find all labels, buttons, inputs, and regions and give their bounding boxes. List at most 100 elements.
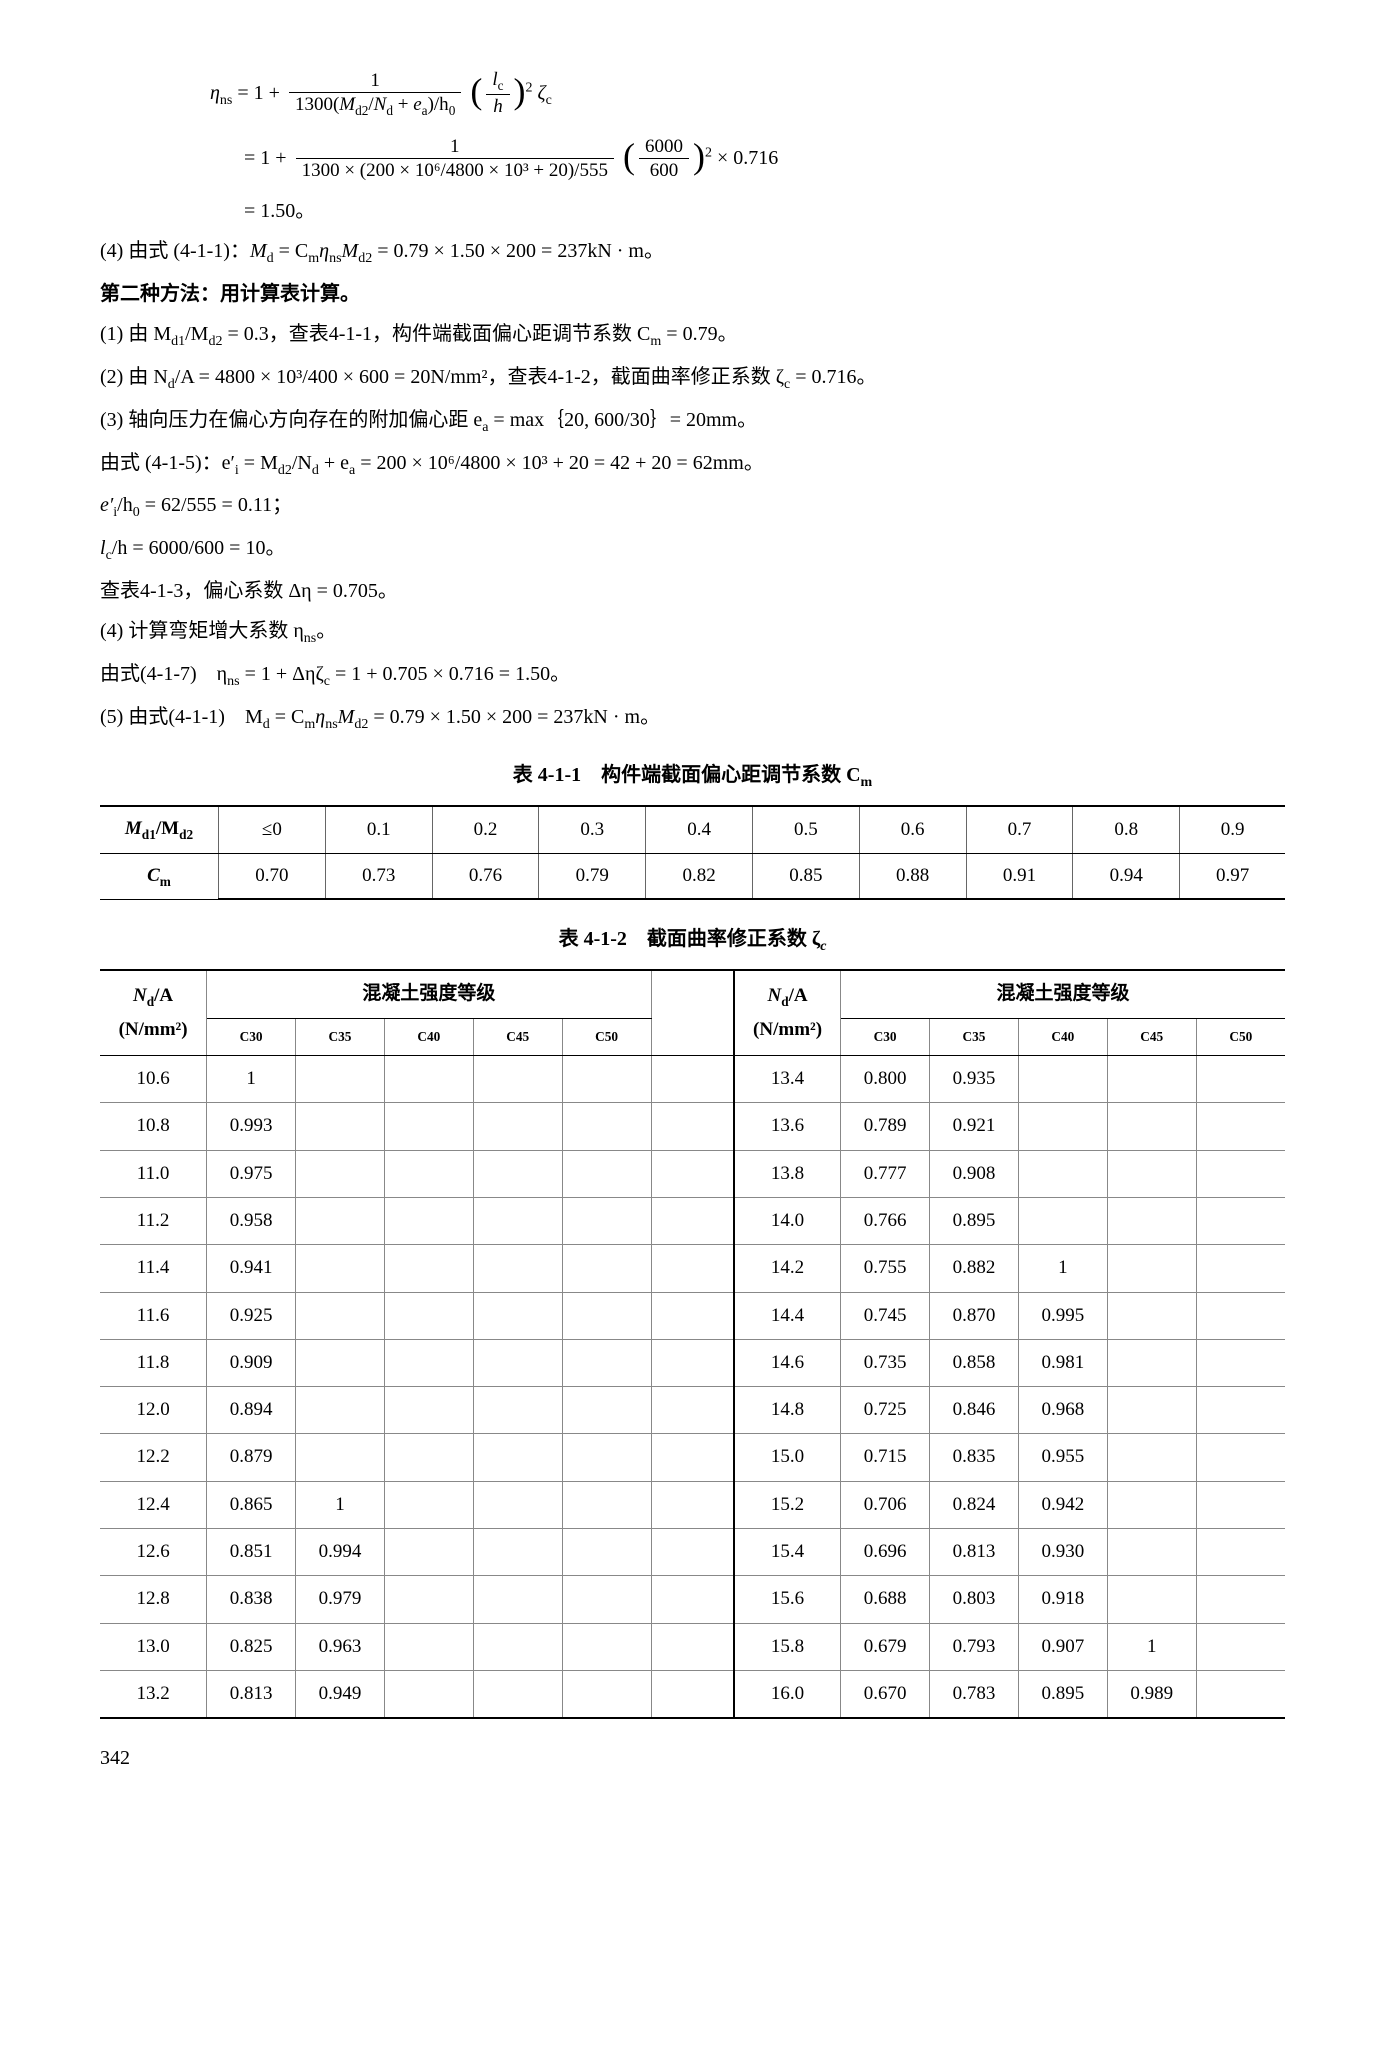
eta-sub: ns <box>220 93 232 108</box>
table-cell: 0.907 <box>1018 1623 1107 1670</box>
method-2-title: 第二种方法：用计算表计算。 <box>100 277 1285 311</box>
table-cell <box>562 1434 651 1481</box>
t1r1-asub: d1 <box>142 827 156 842</box>
fraction-lc-h: lc h <box>486 69 509 119</box>
table-cell: 0.813 <box>207 1670 296 1718</box>
step-4: (4) 由式 (4-1-1)：Md = CmηnsMd2 = 0.79 × 1.… <box>100 234 1285 271</box>
formula-line-3: = 1.50。 <box>244 194 1285 228</box>
table-cell <box>1196 1434 1285 1481</box>
s4-a: (4) 计算弯矩增大系数 η <box>100 620 304 642</box>
table-cell: 11.0 <box>100 1150 207 1197</box>
table-row: 13.00.8250.96315.80.6790.7930.9071 <box>100 1623 1285 1670</box>
t1-r2-1: 0.73 <box>325 853 432 899</box>
table-4-1-1: Md1/Md2 ≤0 0.1 0.2 0.3 0.4 0.5 0.6 0.7 0… <box>100 805 1285 900</box>
p4-m2sub: d2 <box>358 251 372 266</box>
table-cell <box>1018 1056 1107 1103</box>
rparen2: ) <box>693 136 705 176</box>
t1-r1-label: Md1/Md2 <box>100 806 219 853</box>
formula-eta-ns: ηns = 1 + 1 1300(Md2/Nd + ea)/h0 ( lc h … <box>210 64 1285 228</box>
t2-sc-l2: C40 <box>384 1018 473 1056</box>
table-cell: 0.745 <box>841 1292 930 1339</box>
table-cell <box>1196 1150 1285 1197</box>
table-cell: 0.879 <box>207 1434 296 1481</box>
f1d-close: )/h <box>428 94 449 115</box>
t2na-unit2: (N/mm²) <box>753 1019 822 1040</box>
table-cell: 0.942 <box>1018 1481 1107 1528</box>
table-cell <box>473 1103 562 1150</box>
t2-sc-r0: C30 <box>841 1018 930 1056</box>
t1r1-a: M <box>125 818 142 839</box>
table-row: 12.80.8380.97915.60.6880.8030.918 <box>100 1576 1285 1623</box>
table-cell: 0.949 <box>296 1670 385 1718</box>
t1-r1-8: 0.8 <box>1073 806 1180 853</box>
table-cell <box>296 1245 385 1292</box>
table-cell <box>1196 1670 1285 1718</box>
table-cell: 0.968 <box>1018 1387 1107 1434</box>
s5-cmsub: m <box>304 717 315 732</box>
t1-r2-9: 0.97 <box>1180 853 1285 899</box>
table-cell <box>651 1103 734 1150</box>
zeta: ζ <box>538 82 546 104</box>
table-cell <box>651 1245 734 1292</box>
table-cell <box>384 1670 473 1718</box>
table-cell <box>296 1434 385 1481</box>
table-cell <box>651 1576 734 1623</box>
sei-c: = 62/555 = 0.11； <box>140 494 292 516</box>
table-cell: 0.838 <box>207 1576 296 1623</box>
table-cell: 0.755 <box>841 1245 930 1292</box>
s5-c: = 0.79 × 1.50 × 200 = 237kN · m。 <box>368 706 660 728</box>
table-cell: 0.696 <box>841 1529 930 1576</box>
table-cell: 0.935 <box>930 1056 1019 1103</box>
seq-d: + e <box>319 452 349 474</box>
table-cell <box>1018 1150 1107 1197</box>
t1-r1-3: 0.3 <box>539 806 646 853</box>
table-cell: 0.706 <box>841 1481 930 1528</box>
l2-tail: × 0.716 <box>717 147 778 169</box>
t1-r2-4: 0.82 <box>646 853 753 899</box>
f1d-a: 1300( <box>295 94 339 115</box>
step-2-3: (3) 轴向压力在偏心方向存在的附加偏心距 ea = max｛20, 600/3… <box>100 403 1285 440</box>
p4-eta: η <box>319 240 329 262</box>
p4-msub: d <box>267 251 274 266</box>
table-cell <box>384 1339 473 1386</box>
table-cell: 0.925 <box>207 1292 296 1339</box>
table-cell: 0.865 <box>207 1481 296 1528</box>
sq1: 2 <box>526 81 533 96</box>
table-cell <box>384 1292 473 1339</box>
t1-r2-6: 0.88 <box>859 853 966 899</box>
table-cell <box>1196 1103 1285 1150</box>
table-cell: 15.6 <box>734 1576 841 1623</box>
p4-vals: = 0.79 × 1.50 × 200 = 237kN · m。 <box>372 240 664 262</box>
slc-b: /h = 6000/600 = 10。 <box>112 537 286 559</box>
fraction-6000-600: 6000 600 <box>639 136 689 184</box>
table-cell: 0.989 <box>1107 1670 1196 1718</box>
t1r2-a: C <box>147 865 160 886</box>
table-cell <box>1107 1576 1196 1623</box>
lc-sub: c <box>498 78 504 93</box>
s3-a: (3) 轴向压力在偏心方向存在的附加偏心距 e <box>100 409 482 431</box>
table-cell <box>1196 1245 1285 1292</box>
table-cell <box>296 1292 385 1339</box>
f1d-e: e <box>413 94 421 115</box>
table-cell <box>651 1056 734 1103</box>
step-2-2: (2) 由 Nd/A = 4800 × 10³/400 × 600 = 20N/… <box>100 360 1285 397</box>
table-cell: 0.824 <box>930 1481 1019 1528</box>
t2-title-text: 表 4-1-2 截面曲率修正系数 ζ <box>559 928 821 950</box>
t2-sc-r2: C40 <box>1018 1018 1107 1056</box>
table-cell: 10.6 <box>100 1056 207 1103</box>
table-cell <box>1107 1387 1196 1434</box>
t2-body: 10.6113.40.8000.93510.80.99313.60.7890.9… <box>100 1056 1285 1719</box>
table-cell <box>384 1198 473 1245</box>
table-cell: 0.955 <box>1018 1434 1107 1481</box>
lc-h-line: lc/h = 6000/600 = 10。 <box>100 531 1285 568</box>
s5-sub: d <box>263 717 270 732</box>
table-cell <box>562 1339 651 1386</box>
t1-title-text: 表 4-1-1 构件端截面偏心距调节系数 C <box>513 764 861 786</box>
eq-4-1-7: 由式(4-1-7) ηns = 1 + Δηζc = 1 + 0.705 × 0… <box>100 657 1285 694</box>
sq2: 2 <box>705 146 712 161</box>
lparen2: ( <box>623 136 635 176</box>
s5-m2sub: d2 <box>354 717 368 732</box>
lc-den: h <box>486 95 509 120</box>
l2-a: = 1 + <box>244 147 292 169</box>
table-cell <box>384 1576 473 1623</box>
